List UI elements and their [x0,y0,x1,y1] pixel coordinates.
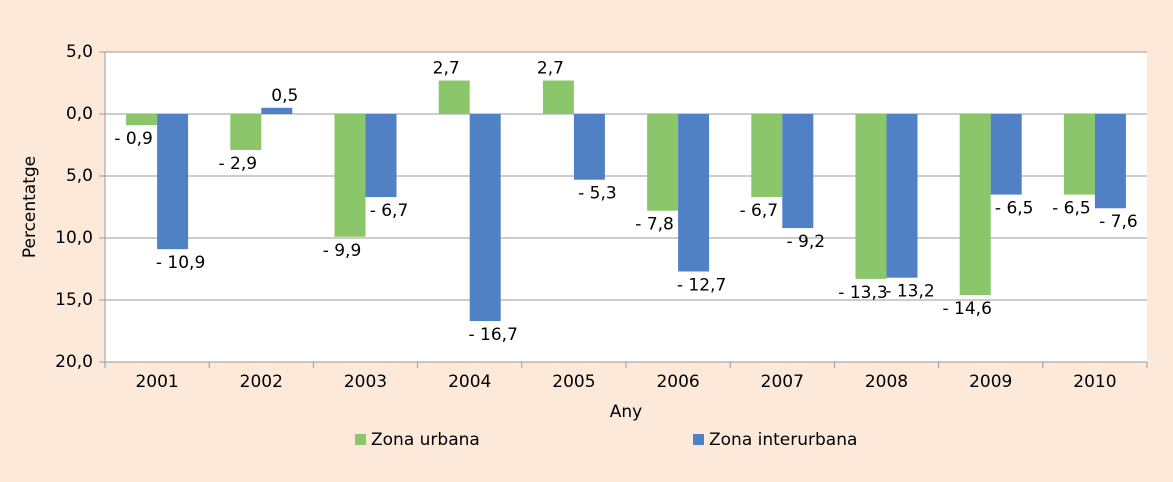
bar [1063,114,1095,195]
y-tick-label: 10,0 [55,228,93,248]
x-tick-label: 2006 [656,372,699,392]
x-tick-label: 2003 [344,372,387,392]
bar [438,80,470,114]
x-tick-label: 2002 [240,372,283,392]
y-tick-label: 0,0 [66,104,93,124]
x-tick-label: 2004 [448,372,491,392]
bar [126,114,158,126]
legend-label: Zona urbana [371,430,480,450]
x-tick-label: 2008 [865,372,908,392]
value-label: - 0,9 [114,129,153,149]
bar [230,114,262,150]
x-tick-label: 2009 [969,372,1012,392]
legend-swatch [693,434,704,445]
bar [751,114,783,198]
legend-swatch [355,434,366,445]
bar [959,114,991,296]
value-label: - 6,7 [740,201,779,221]
bar [782,114,814,229]
value-label: - 7,6 [1099,212,1138,232]
bar [990,114,1022,195]
value-label: - 6,7 [370,201,409,221]
bar [334,114,366,237]
y-axis-label: Percentatge [20,156,40,258]
value-label: - 10,9 [156,253,205,273]
value-label: 2,7 [537,59,564,79]
bar [855,114,887,279]
value-label: - 6,5 [995,199,1034,219]
bar [469,114,501,322]
x-tick-label: 2005 [552,372,595,392]
legend-label: Zona interurbana [709,430,857,450]
bar [573,114,605,180]
y-tick-label: 5,0 [66,42,93,62]
y-tick-label: 5,0 [66,166,93,186]
value-label: - 16,7 [469,325,518,345]
bar [542,80,574,114]
value-label: - 7,8 [635,215,674,235]
bar [1094,114,1126,209]
value-label: - 5,3 [578,184,617,204]
value-label: - 13,2 [885,282,934,302]
value-label: - 12,7 [677,275,726,295]
bar [886,114,918,278]
value-label: - 14,6 [943,299,992,319]
bar [157,114,189,250]
bar [261,107,293,114]
x-axis-label: Any [610,402,642,422]
x-tick-label: 2010 [1073,372,1116,392]
bar [365,114,397,198]
bar [678,114,710,272]
bar [647,114,679,211]
value-label: - 2,9 [219,154,258,174]
value-label: - 6,5 [1052,199,1091,219]
value-label: 2,7 [433,59,460,79]
x-tick-label: 2001 [135,372,178,392]
x-tick-label: 2007 [761,372,804,392]
value-label: - 9,9 [323,241,362,261]
value-label: - 13,3 [838,283,887,303]
y-tick-label: 20,0 [55,352,93,372]
value-label: - 9,2 [787,232,826,252]
y-tick-label: 15,0 [55,290,93,310]
value-label: 0,5 [271,86,298,106]
